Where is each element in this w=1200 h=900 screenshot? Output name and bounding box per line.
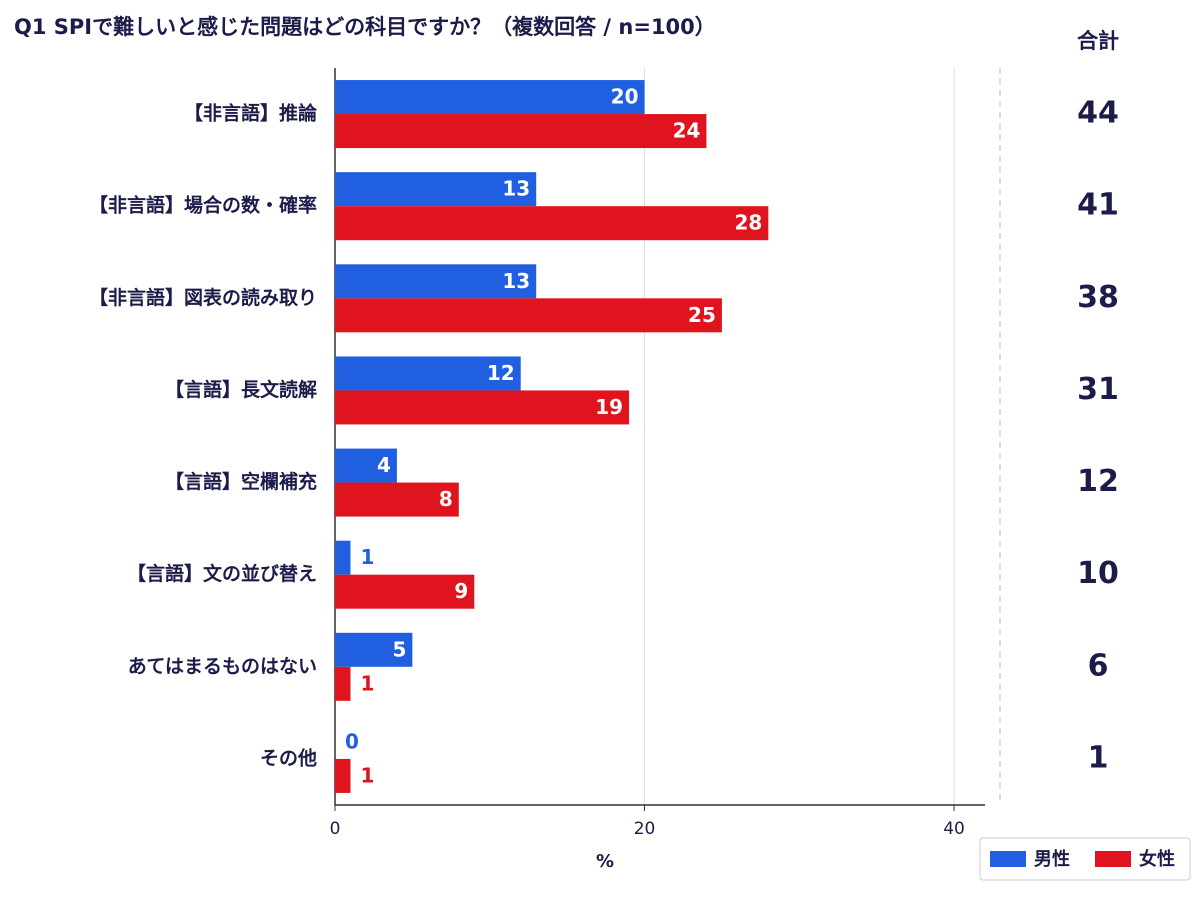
y-tick-label: 【非言語】場合の数・確率	[89, 194, 317, 217]
y-tick-label: 【非言語】図表の読み取り	[89, 286, 317, 309]
x-tick-label: 0	[330, 819, 341, 839]
data-label: 1	[360, 545, 374, 569]
data-label: 0	[345, 729, 359, 753]
x-tick-label: 40	[943, 819, 965, 839]
bar	[335, 206, 769, 241]
y-tick-label: あてはまるものはない	[128, 655, 317, 677]
total-value: 44	[1077, 96, 1119, 131]
y-tick-label: 【言語】空欄補充	[165, 470, 317, 493]
x-tick-label: 20	[634, 819, 656, 839]
bar	[335, 298, 722, 333]
y-tick-label: 【非言語】推論	[184, 102, 318, 125]
y-tick-label: 【言語】長文読解	[165, 378, 317, 401]
data-label: 13	[502, 269, 530, 293]
bar	[335, 574, 475, 609]
bar	[335, 632, 413, 667]
total-value: 41	[1077, 188, 1119, 223]
data-label: 9	[454, 579, 468, 603]
bar	[335, 356, 521, 391]
total-value: 1	[1088, 740, 1109, 775]
total-value: 10	[1077, 556, 1119, 591]
legend-swatch	[1095, 851, 1131, 867]
legend-box	[979, 837, 1191, 881]
data-label: 20	[611, 85, 639, 109]
total-value: 12	[1077, 464, 1119, 499]
data-label: 19	[595, 395, 623, 419]
bar	[335, 114, 707, 149]
data-label: 24	[673, 119, 701, 143]
totals-header: 合計	[1077, 29, 1119, 53]
data-label: 1	[360, 763, 374, 787]
total-value: 38	[1077, 280, 1119, 315]
data-label: 25	[688, 303, 716, 327]
data-label: 1	[360, 671, 374, 695]
data-label: 28	[734, 211, 762, 235]
data-label: 8	[439, 487, 453, 511]
bar	[335, 80, 645, 115]
y-tick-label: 【言語】文の並び替え	[127, 562, 317, 585]
legend-label: 女性	[1139, 848, 1175, 870]
legend-label: 男性	[1034, 848, 1070, 870]
x-axis-label: %	[596, 851, 614, 872]
bar	[335, 758, 351, 793]
total-value: 31	[1077, 372, 1119, 407]
bar	[335, 540, 351, 575]
data-label: 5	[392, 637, 406, 661]
bar	[335, 482, 459, 517]
bar	[335, 390, 630, 425]
bar	[335, 172, 537, 207]
bar	[335, 264, 537, 299]
bar	[335, 666, 351, 701]
data-label: 4	[377, 453, 391, 477]
bar	[335, 448, 397, 483]
legend-swatch	[990, 851, 1026, 867]
total-value: 6	[1088, 648, 1109, 683]
data-label: 12	[487, 361, 515, 385]
chart-title: Q1 SPIで難しいと感じた問題はどの科目ですか？（複数回答 / n=100）	[14, 15, 716, 39]
y-tick-label: その他	[260, 746, 317, 769]
data-label: 13	[502, 177, 530, 201]
